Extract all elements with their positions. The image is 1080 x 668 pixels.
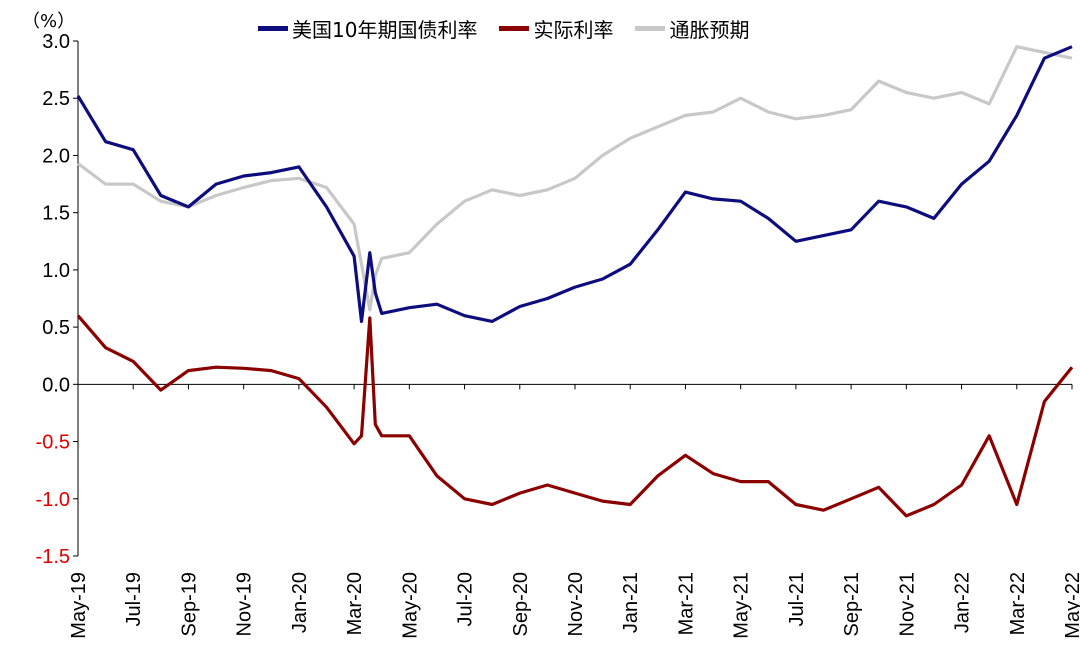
series-line-1 (76, 314, 1074, 518)
x-tick-label: May-22 (1062, 572, 1080, 639)
y-tick-label: 2.5 (42, 88, 70, 110)
legend-label-real: 实际利率 (533, 18, 614, 42)
x-tick-label: Sep-20 (510, 572, 532, 637)
x-tick-label: Jul-19 (123, 572, 145, 626)
legend-swatch-10y (258, 26, 288, 31)
y-tick-label: 2.0 (42, 145, 70, 167)
y-tick-label: -0.5 (36, 432, 70, 454)
legend-item-10y: 美国10年期国债利率 (258, 14, 477, 43)
x-tick-label: Mar-22 (1007, 572, 1029, 635)
legend-swatch-inflation (635, 26, 666, 31)
series-line-2 (77, 45, 1073, 312)
y-tick-label: -1.5 (36, 546, 70, 568)
legend-item-real: 实际利率 (499, 14, 613, 43)
series-group (76, 45, 1074, 518)
x-tick-label: Mar-21 (675, 572, 697, 635)
y-tick-label: -1.0 (36, 489, 70, 511)
y-tick-label: 1.5 (42, 203, 70, 225)
legend-swatch-real (499, 26, 530, 31)
y-tick-label: 0.0 (42, 374, 70, 396)
x-tick-label: Mar-20 (344, 572, 366, 635)
x-tick-label: Jan-20 (289, 572, 311, 633)
axes (73, 40, 1073, 557)
series-line-0 (76, 45, 1073, 323)
y-tick-label: 3.0 (42, 31, 70, 53)
y-tick-label: 0.5 (42, 317, 70, 339)
x-tick-label: Jul-20 (455, 572, 477, 626)
x-tick-label: May-21 (731, 572, 753, 639)
y-tick-label: 1.0 (42, 260, 70, 282)
legend-label-10y: 美国10年期国债利率 (292, 18, 478, 42)
x-tick-label: Nov-20 (565, 572, 587, 636)
tick-labels: 3.0 2.5 2.0 1.5 1.0 0.5 0.0 -0.5 -1.0 -1.5 May-19 J… (36, 31, 1080, 639)
x-tick-label: Nov-21 (896, 572, 918, 636)
x-tick-label: Sep-19 (178, 572, 200, 637)
x-tick-label: Sep-21 (841, 572, 863, 637)
x-tick-label: Jan-22 (952, 572, 974, 633)
x-tick-label: Jul-21 (786, 572, 808, 626)
x-tick-label: Nov-19 (234, 572, 256, 636)
x-tick-label: May-19 (68, 572, 90, 639)
x-tick-label: May-20 (399, 572, 421, 639)
legend-label-inflation: 通胀预期 (669, 18, 750, 42)
x-tick-label: Jan-21 (620, 572, 642, 633)
legend: 美国10年期国债利率 实际利率 通胀预期 (258, 14, 749, 43)
unit-label: （%） (22, 11, 76, 32)
legend-item-inflation: 通胀预期 (635, 14, 749, 43)
